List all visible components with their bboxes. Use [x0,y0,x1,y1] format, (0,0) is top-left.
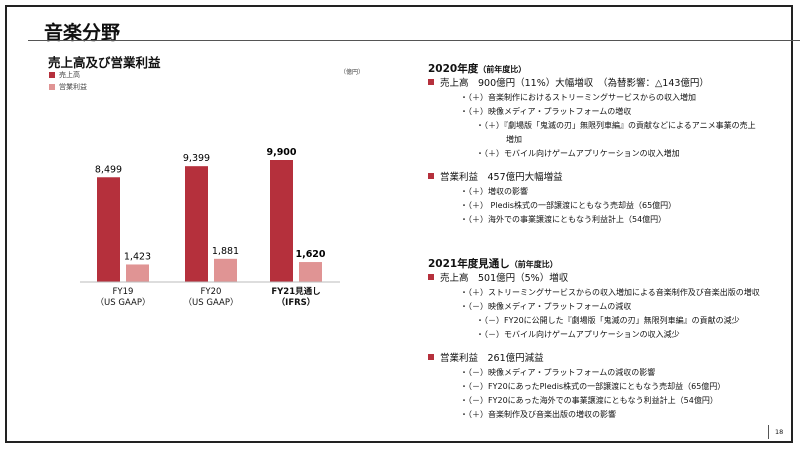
list-item: ・（－）FY20にあったPledis株式の一部譲渡にともなう売却益（65億円） [460,382,726,391]
bar-sales [97,177,120,282]
data-label: 8,499 [95,164,122,175]
x-tick-label: FY21見通し （IFRS） [271,287,321,308]
bar-chart: 8,499 1,423 9,399 1,881 9,900 1,620 [80,147,340,283]
fy2021-section: 2021年度見通し（前年度比） 売上高 501億円（5%）増収 ・（＋）ストリー… [428,257,760,422]
list-item: ・（－）映像メディア・プラットフォームの減収の影響 [460,368,656,377]
fy2020-profit: 営業利益 457億円大幅増益 [428,171,756,185]
data-label: 1,620 [295,249,325,260]
legend-profit: 営業利益 [49,82,87,92]
slide-title: 音楽分野 [44,22,121,44]
fy2020-section: 2020年度（前年度比） 売上高 900億円（11%）大幅増収 （為替影響：△1… [428,62,756,227]
list-item: ・（＋）増収の影響 [460,187,528,196]
list-item: ・（＋）『劇場版「鬼滅の刃」無限列車編』の貢献などによるアニメ事業の売上 [476,121,756,130]
legend-swatch-sales [49,72,55,78]
unit-label: （億円） [340,69,365,76]
data-label: 1,423 [124,251,151,262]
list-item: ・（－）FY20に公開した『劇場版「鬼滅の刃」無限列車編』の貢献の減少 [476,316,740,325]
list-item: ・（－）モバイル向けゲームアプリケーションの収入減少 [476,330,680,339]
bar-sales [270,160,293,282]
legend-swatch-profit [49,84,55,90]
bar-profit [299,262,322,282]
list-item: ・（＋）海外での事業譲渡にともなう利益計上（54億円） [460,215,667,224]
x-tick-label: FY20 （US GAAP） [183,287,239,308]
slide-frame [5,5,793,443]
fy2020-sales: 売上高 900億円（11%）大幅増収 （為替影響：△143億円） [428,77,756,91]
fy2021-heading: 2021年度見通し（前年度比） [428,258,558,270]
list-item: ・（＋）モバイル向けゲームアプリケーションの収入増加 [476,149,680,158]
fy2021-sales: 売上高 501億円（5%）増収 [428,272,760,286]
legend-label: 営業利益 [59,83,87,91]
list-item: 増加 [506,135,522,144]
data-label: 9,900 [266,147,296,158]
x-tick-label: FY19 （US GAAP） [95,287,151,308]
chart-title: 売上高及び営業利益 [48,55,161,70]
legend-label: 売上高 [59,71,80,79]
bar-profit [126,264,149,282]
page-number: 18 [768,425,783,439]
data-label: 1,881 [212,246,239,257]
list-item: ・（＋）音楽制作及び音楽出版の増収の影響 [460,410,616,419]
list-item: ・（＋）映像メディア・プラットフォームの増収 [460,107,632,116]
list-item: ・（－）映像メディア・プラットフォームの減収 [460,302,632,311]
bar-profit [214,258,237,282]
legend-sales: 売上高 [49,70,80,80]
bar-sales [185,166,208,282]
list-item: ・（＋）音楽制作におけるストリーミングサービスからの収入増加 [460,93,696,102]
list-item: ・（＋） Pledis株式の一部譲渡にともなう売却益（65億円） [460,201,677,210]
fy2021-profit: 営業利益 261億円減益 [428,352,760,366]
fy2020-heading: 2020年度（前年度比） [428,63,527,75]
data-label: 9,399 [183,153,210,164]
list-item: ・（－）FY20にあった海外での事業譲渡にともなう利益計上（54億円） [460,396,718,405]
title-divider [28,40,800,41]
list-item: ・（＋）ストリーミングサービスからの収入増加による音楽制作及び音楽出版の増収 [460,288,760,297]
